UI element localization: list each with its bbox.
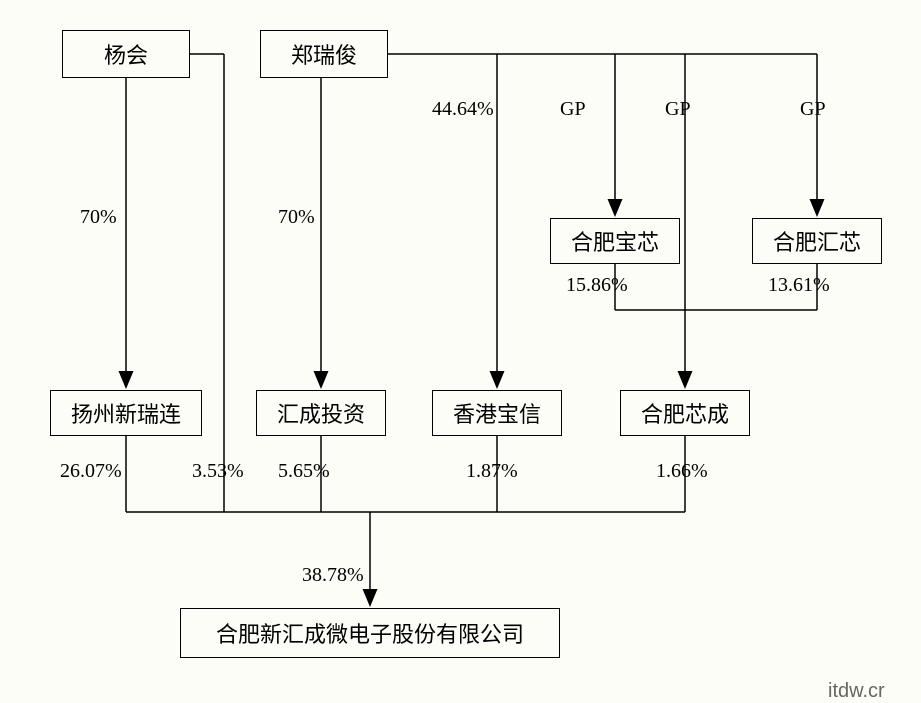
node-hfbaoxin: 合肥宝芯 (550, 218, 680, 264)
edge-label-gp1: GP (560, 98, 586, 121)
node-hfxincheng: 合肥芯成 (620, 390, 750, 436)
edge-label-166: 1.66% (656, 460, 708, 483)
edge-label-2607: 26.07% (60, 460, 122, 483)
node-hfhuixin: 合肥汇芯 (752, 218, 882, 264)
node-hctz: 汇成投资 (256, 390, 386, 436)
edge-label-70a: 70% (80, 206, 117, 229)
edge-label-565: 5.65% (278, 460, 330, 483)
node-target: 合肥新汇成微电子股份有限公司 (180, 608, 560, 658)
edge-label-3878: 38.78% (302, 564, 364, 587)
node-zhengrj: 郑瑞俊 (260, 30, 388, 78)
watermark-text: itdw.cr (828, 680, 885, 703)
node-hkbaoxin: 香港宝信 (432, 390, 562, 436)
edge-label-gp2: GP (665, 98, 691, 121)
edge-label-gp3: GP (800, 98, 826, 121)
edge-label-70b: 70% (278, 206, 315, 229)
node-yzxrl: 扬州新瑞连 (50, 390, 202, 436)
edge-label-1586: 15.86% (566, 274, 628, 297)
edge-label-4464: 44.64% (432, 98, 494, 121)
edge-label-353: 3.53% (192, 460, 244, 483)
edge-label-187: 1.87% (466, 460, 518, 483)
node-yanghui: 杨会 (62, 30, 190, 78)
edge-label-1361: 13.61% (768, 274, 830, 297)
